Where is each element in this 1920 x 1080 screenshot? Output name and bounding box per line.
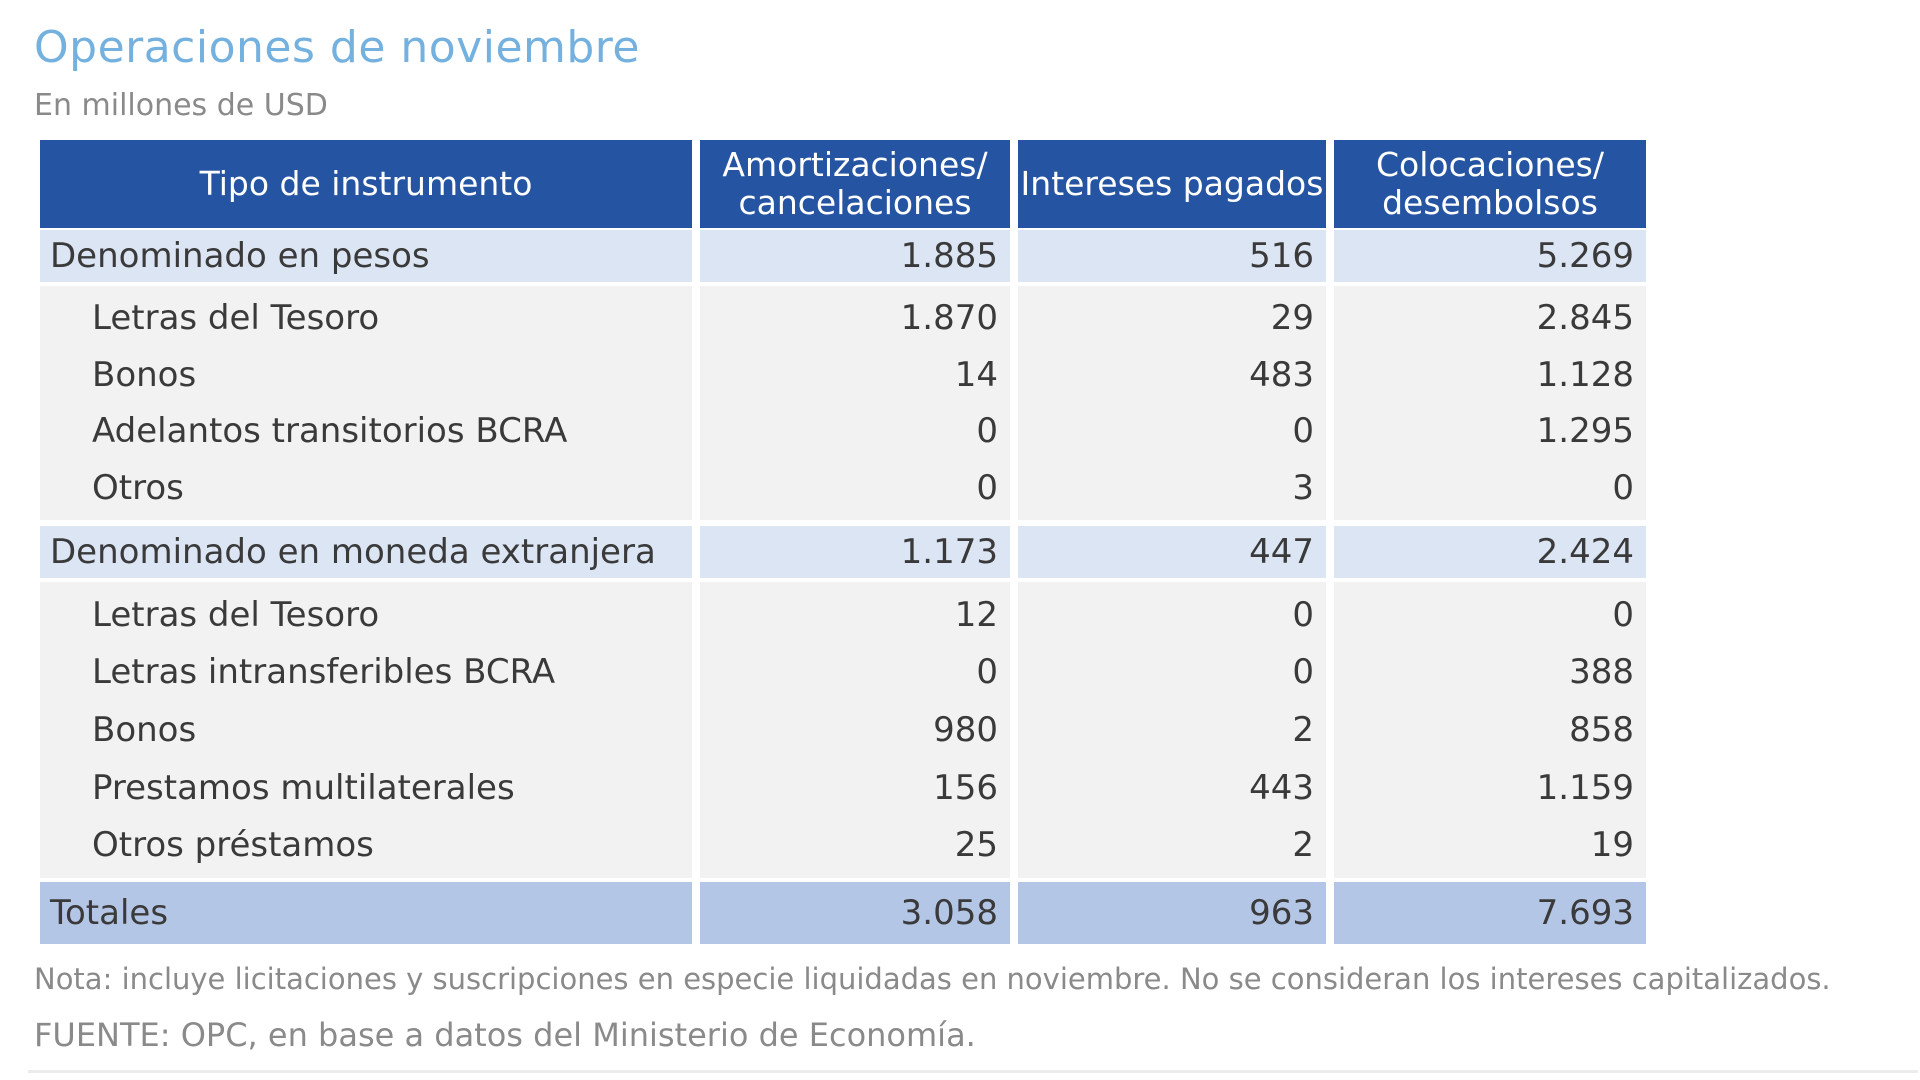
section-body-pesos: Letras del Tesoro Bonos Adelantos transi… xyxy=(40,286,1646,520)
row-label: Letras del Tesoro xyxy=(92,298,380,339)
placements-column: 0 388 858 1.159 19 xyxy=(1334,582,1646,878)
label-column: Letras del Tesoro Letras intransferibles… xyxy=(40,582,692,878)
row-interest-paid: 2 xyxy=(1292,709,1314,750)
totals-row: Totales 3.058 963 7.693 xyxy=(40,881,1646,944)
row-amortizations: 1.870 xyxy=(900,298,998,339)
row-label: Letras del Tesoro xyxy=(92,594,380,635)
section-body-foreign-currency: Letras del Tesoro Letras intransferibles… xyxy=(40,582,1646,878)
header-interest-paid: Intereses pagados xyxy=(1018,140,1326,228)
totals-amortizations: 3.058 xyxy=(700,881,1010,944)
row-placements: 858 xyxy=(1569,709,1634,750)
section-amortizations: 1.885 xyxy=(700,230,1010,282)
page-subtitle: En millones de USD xyxy=(34,88,328,123)
row-label: Prestamos multilaterales xyxy=(92,767,515,808)
row-amortizations: 980 xyxy=(933,709,998,750)
row-amortizations: 14 xyxy=(954,354,998,395)
row-interest-paid: 29 xyxy=(1270,298,1314,339)
row-label: Bonos xyxy=(92,354,197,395)
row-interest-paid: 483 xyxy=(1249,354,1314,395)
row-amortizations: 0 xyxy=(976,652,998,693)
row-label: Bonos xyxy=(92,709,197,750)
section-row-foreign-currency: Denominado en moneda extranjera 1.173 44… xyxy=(40,526,1646,578)
row-label: Letras intransferibles BCRA xyxy=(92,652,556,693)
row-placements: 1.295 xyxy=(1536,411,1634,452)
totals-label: Totales xyxy=(40,881,692,944)
row-interest-paid: 2 xyxy=(1292,825,1314,866)
row-placements: 0 xyxy=(1612,467,1634,508)
footnote: Nota: incluye licitaciones y suscripcion… xyxy=(34,962,1831,996)
header-instrument-type: Tipo de instrumento xyxy=(40,140,692,228)
page-title: Operaciones de noviembre xyxy=(34,22,640,73)
label-column: Letras del Tesoro Bonos Adelantos transi… xyxy=(40,286,692,520)
amortizations-column: 1.870 14 0 0 xyxy=(700,286,1010,520)
row-interest-paid: 443 xyxy=(1249,767,1314,808)
row-label: Adelantos transitorios BCRA xyxy=(92,411,568,452)
divider xyxy=(28,1070,1918,1073)
section-label: Denominado en moneda extranjera xyxy=(40,526,692,578)
totals-interest-paid: 963 xyxy=(1018,881,1326,944)
row-amortizations: 0 xyxy=(976,411,998,452)
row-amortizations: 12 xyxy=(954,594,998,635)
row-placements: 0 xyxy=(1612,594,1634,635)
header-amortizations: Amortizaciones/ cancelaciones xyxy=(700,140,1010,228)
section-row-pesos: Denominado en pesos 1.885 516 5.269 xyxy=(40,230,1646,282)
row-interest-paid: 0 xyxy=(1292,652,1314,693)
section-amortizations: 1.173 xyxy=(700,526,1010,578)
source-line: FUENTE: OPC, en base a datos del Ministe… xyxy=(34,1016,976,1054)
header-placements: Colocaciones/ desembolsos xyxy=(1334,140,1646,228)
row-amortizations: 0 xyxy=(976,467,998,508)
interest-column: 0 0 2 443 2 xyxy=(1018,582,1326,878)
row-interest-paid: 3 xyxy=(1292,467,1314,508)
row-amortizations: 156 xyxy=(933,767,998,808)
row-placements: 1.128 xyxy=(1536,354,1634,395)
placements-column: 2.845 1.128 1.295 0 xyxy=(1334,286,1646,520)
row-amortizations: 25 xyxy=(954,825,998,866)
section-placements: 2.424 xyxy=(1334,526,1646,578)
row-placements: 388 xyxy=(1569,652,1634,693)
section-interest-paid: 516 xyxy=(1018,230,1326,282)
row-placements: 1.159 xyxy=(1536,767,1634,808)
row-label: Otros préstamos xyxy=(92,825,374,866)
section-interest-paid: 447 xyxy=(1018,526,1326,578)
interest-column: 29 483 0 3 xyxy=(1018,286,1326,520)
row-label: Otros xyxy=(92,467,184,508)
operations-table: Tipo de instrumento Amortizaciones/ canc… xyxy=(40,140,1646,944)
row-placements: 19 xyxy=(1590,825,1634,866)
totals-placements: 7.693 xyxy=(1334,881,1646,944)
table-header: Tipo de instrumento Amortizaciones/ canc… xyxy=(40,140,1646,228)
section-label: Denominado en pesos xyxy=(40,230,692,282)
row-placements: 2.845 xyxy=(1536,298,1634,339)
amortizations-column: 12 0 980 156 25 xyxy=(700,582,1010,878)
row-interest-paid: 0 xyxy=(1292,594,1314,635)
row-interest-paid: 0 xyxy=(1292,411,1314,452)
section-placements: 5.269 xyxy=(1334,230,1646,282)
